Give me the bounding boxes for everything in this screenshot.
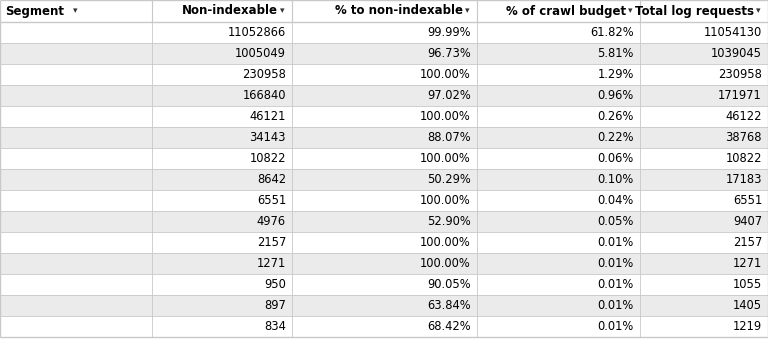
Text: 1405: 1405	[733, 299, 762, 312]
Text: 11052866: 11052866	[228, 26, 286, 39]
Text: 0.01%: 0.01%	[598, 236, 634, 249]
Text: 0.96%: 0.96%	[598, 89, 634, 102]
Text: 1271: 1271	[733, 257, 762, 270]
Text: 9407: 9407	[733, 215, 762, 228]
Text: Non-indexable: Non-indexable	[182, 4, 278, 17]
Text: 0.05%: 0.05%	[598, 215, 634, 228]
Text: 34143: 34143	[250, 131, 286, 144]
Text: 0.06%: 0.06%	[598, 152, 634, 165]
Bar	[0, 64, 768, 85]
Text: Total log requests: Total log requests	[635, 4, 754, 17]
Text: 8642: 8642	[257, 173, 286, 186]
Text: 0.01%: 0.01%	[598, 320, 634, 333]
Text: 11054130: 11054130	[703, 26, 762, 39]
Text: 171971: 171971	[718, 89, 762, 102]
Text: 88.07%: 88.07%	[427, 131, 471, 144]
Text: 6551: 6551	[733, 194, 762, 207]
Text: 2157: 2157	[733, 236, 762, 249]
Text: 52.90%: 52.90%	[427, 215, 471, 228]
Text: 0.01%: 0.01%	[598, 257, 634, 270]
Text: 68.42%: 68.42%	[427, 320, 471, 333]
Bar	[0, 295, 768, 316]
Text: % of crawl budget: % of crawl budget	[506, 4, 626, 17]
Text: 1.29%: 1.29%	[598, 68, 634, 81]
Text: 0.04%: 0.04%	[598, 194, 634, 207]
Text: 100.00%: 100.00%	[420, 236, 471, 249]
Text: 17183: 17183	[726, 173, 762, 186]
Text: 99.99%: 99.99%	[428, 26, 471, 39]
Bar	[0, 274, 768, 295]
Text: 0.10%: 0.10%	[598, 173, 634, 186]
Text: 1005049: 1005049	[235, 47, 286, 60]
Bar	[0, 190, 768, 211]
Text: 100.00%: 100.00%	[420, 68, 471, 81]
Text: 4976: 4976	[257, 215, 286, 228]
Text: 950: 950	[264, 278, 286, 291]
Text: 100.00%: 100.00%	[420, 257, 471, 270]
Text: 0.26%: 0.26%	[598, 110, 634, 123]
Text: 230958: 230958	[718, 68, 762, 81]
Text: 1039045: 1039045	[711, 47, 762, 60]
Text: 166840: 166840	[243, 89, 286, 102]
Text: ▾: ▾	[73, 6, 78, 16]
Bar	[0, 127, 768, 148]
Text: 1219: 1219	[733, 320, 762, 333]
Text: 230958: 230958	[242, 68, 286, 81]
Bar	[0, 232, 768, 253]
Bar	[0, 169, 768, 190]
Text: 100.00%: 100.00%	[420, 152, 471, 165]
Text: 1055: 1055	[733, 278, 762, 291]
Text: 0.01%: 0.01%	[598, 299, 634, 312]
Text: 100.00%: 100.00%	[420, 110, 471, 123]
Text: 10822: 10822	[250, 152, 286, 165]
Text: 50.29%: 50.29%	[427, 173, 471, 186]
Text: 46121: 46121	[250, 110, 286, 123]
Text: 46122: 46122	[726, 110, 762, 123]
Text: ▾: ▾	[465, 6, 469, 16]
Text: 61.82%: 61.82%	[591, 26, 634, 39]
Bar	[0, 148, 768, 169]
Text: 6551: 6551	[257, 194, 286, 207]
Bar	[0, 22, 768, 43]
Text: ▾: ▾	[280, 6, 284, 16]
Text: 5.81%: 5.81%	[598, 47, 634, 60]
Text: 897: 897	[264, 299, 286, 312]
Text: ▾: ▾	[627, 6, 632, 16]
Text: ▾: ▾	[756, 6, 760, 16]
Text: 2157: 2157	[257, 236, 286, 249]
Text: 0.22%: 0.22%	[598, 131, 634, 144]
Bar	[0, 106, 768, 127]
Text: % to non-indexable: % to non-indexable	[335, 4, 463, 17]
Text: 38768: 38768	[726, 131, 762, 144]
Bar	[0, 253, 768, 274]
Text: 63.84%: 63.84%	[427, 299, 471, 312]
Text: 90.05%: 90.05%	[427, 278, 471, 291]
Bar	[0, 316, 768, 337]
Text: 834: 834	[264, 320, 286, 333]
Text: Segment: Segment	[5, 4, 64, 17]
Bar	[0, 85, 768, 106]
Bar	[0, 43, 768, 64]
Bar	[0, 211, 768, 232]
Bar	[0, 0, 768, 22]
Text: 100.00%: 100.00%	[420, 194, 471, 207]
Text: 10822: 10822	[726, 152, 762, 165]
Text: 0.01%: 0.01%	[598, 278, 634, 291]
Text: 96.73%: 96.73%	[427, 47, 471, 60]
Text: 97.02%: 97.02%	[427, 89, 471, 102]
Text: 1271: 1271	[257, 257, 286, 270]
